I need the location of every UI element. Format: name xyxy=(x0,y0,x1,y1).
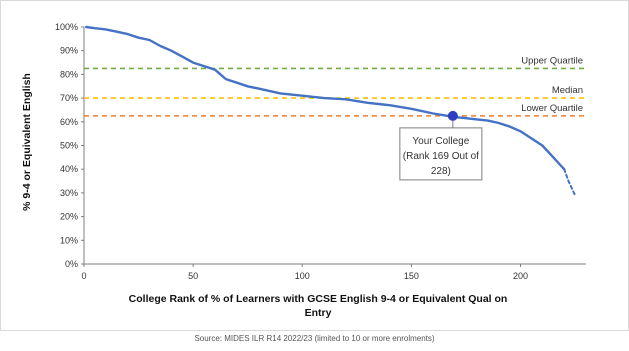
y-axis-title: % 9-4 or Equivalent English xyxy=(21,73,33,211)
reference-line-label: Median xyxy=(552,85,583,96)
source-note: Source: MIDES ILR R14 2022/23 (limited t… xyxy=(194,334,435,343)
reference-line-label: Upper Quartile xyxy=(521,55,583,66)
reference-lines: Upper Quartile Median Lower Quartile xyxy=(84,55,586,117)
y-tick-label: 80% xyxy=(60,69,78,79)
y-tick-label: 40% xyxy=(60,164,78,174)
callout-text-line: Your College xyxy=(412,136,469,147)
your-college-point xyxy=(447,110,458,121)
callout-text-line: 228) xyxy=(431,166,451,177)
y-tick-label: 20% xyxy=(60,212,78,222)
data-series xyxy=(84,25,577,197)
x-tick-label: 0 xyxy=(81,271,86,281)
series-line xyxy=(563,168,577,197)
y-tick-label: 50% xyxy=(60,141,78,151)
y-tick-label: 60% xyxy=(60,117,78,127)
x-tick-labels: 0 50 100 150 200 xyxy=(81,264,528,281)
y-tick-label: 70% xyxy=(60,93,78,103)
x-tick-label: 50 xyxy=(188,271,198,281)
x-tick-label: 200 xyxy=(513,271,528,281)
chart-area xyxy=(0,0,629,331)
y-tick-labels: 0% 10% 20% 30% 40% 50% 60% 70% 80% 90% 100% xyxy=(55,22,84,269)
y-tick-label: 30% xyxy=(60,188,78,198)
x-tick-label: 150 xyxy=(404,271,419,281)
reference-line-label: Lower Quartile xyxy=(521,103,583,114)
y-tick-label: 0% xyxy=(65,259,78,269)
callout-text-line: (Rank 169 Out of xyxy=(403,151,479,162)
series-line xyxy=(84,25,566,171)
callout-box xyxy=(399,127,483,181)
x-tick-label: 100 xyxy=(295,271,310,281)
y-tick-label: 90% xyxy=(60,46,78,56)
y-tick-label: 10% xyxy=(60,235,78,245)
x-axis-title-line-1: College Rank of % of Learners with GCSE … xyxy=(129,293,508,305)
highlight-marker: Your College (Rank 169 Out of 228) xyxy=(399,110,483,181)
y-tick-label: 100% xyxy=(55,22,78,32)
x-axis-title-line-2: Entry xyxy=(305,307,332,319)
